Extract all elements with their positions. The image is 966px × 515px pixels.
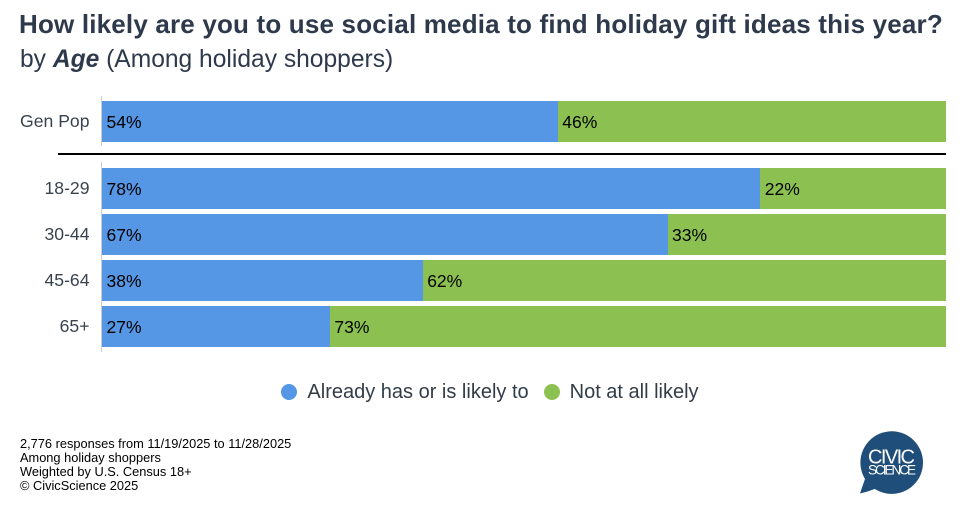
svg-text:CIVIC: CIVIC bbox=[868, 446, 915, 468]
svg-text:SCIENCE: SCIENCE bbox=[868, 462, 916, 477]
